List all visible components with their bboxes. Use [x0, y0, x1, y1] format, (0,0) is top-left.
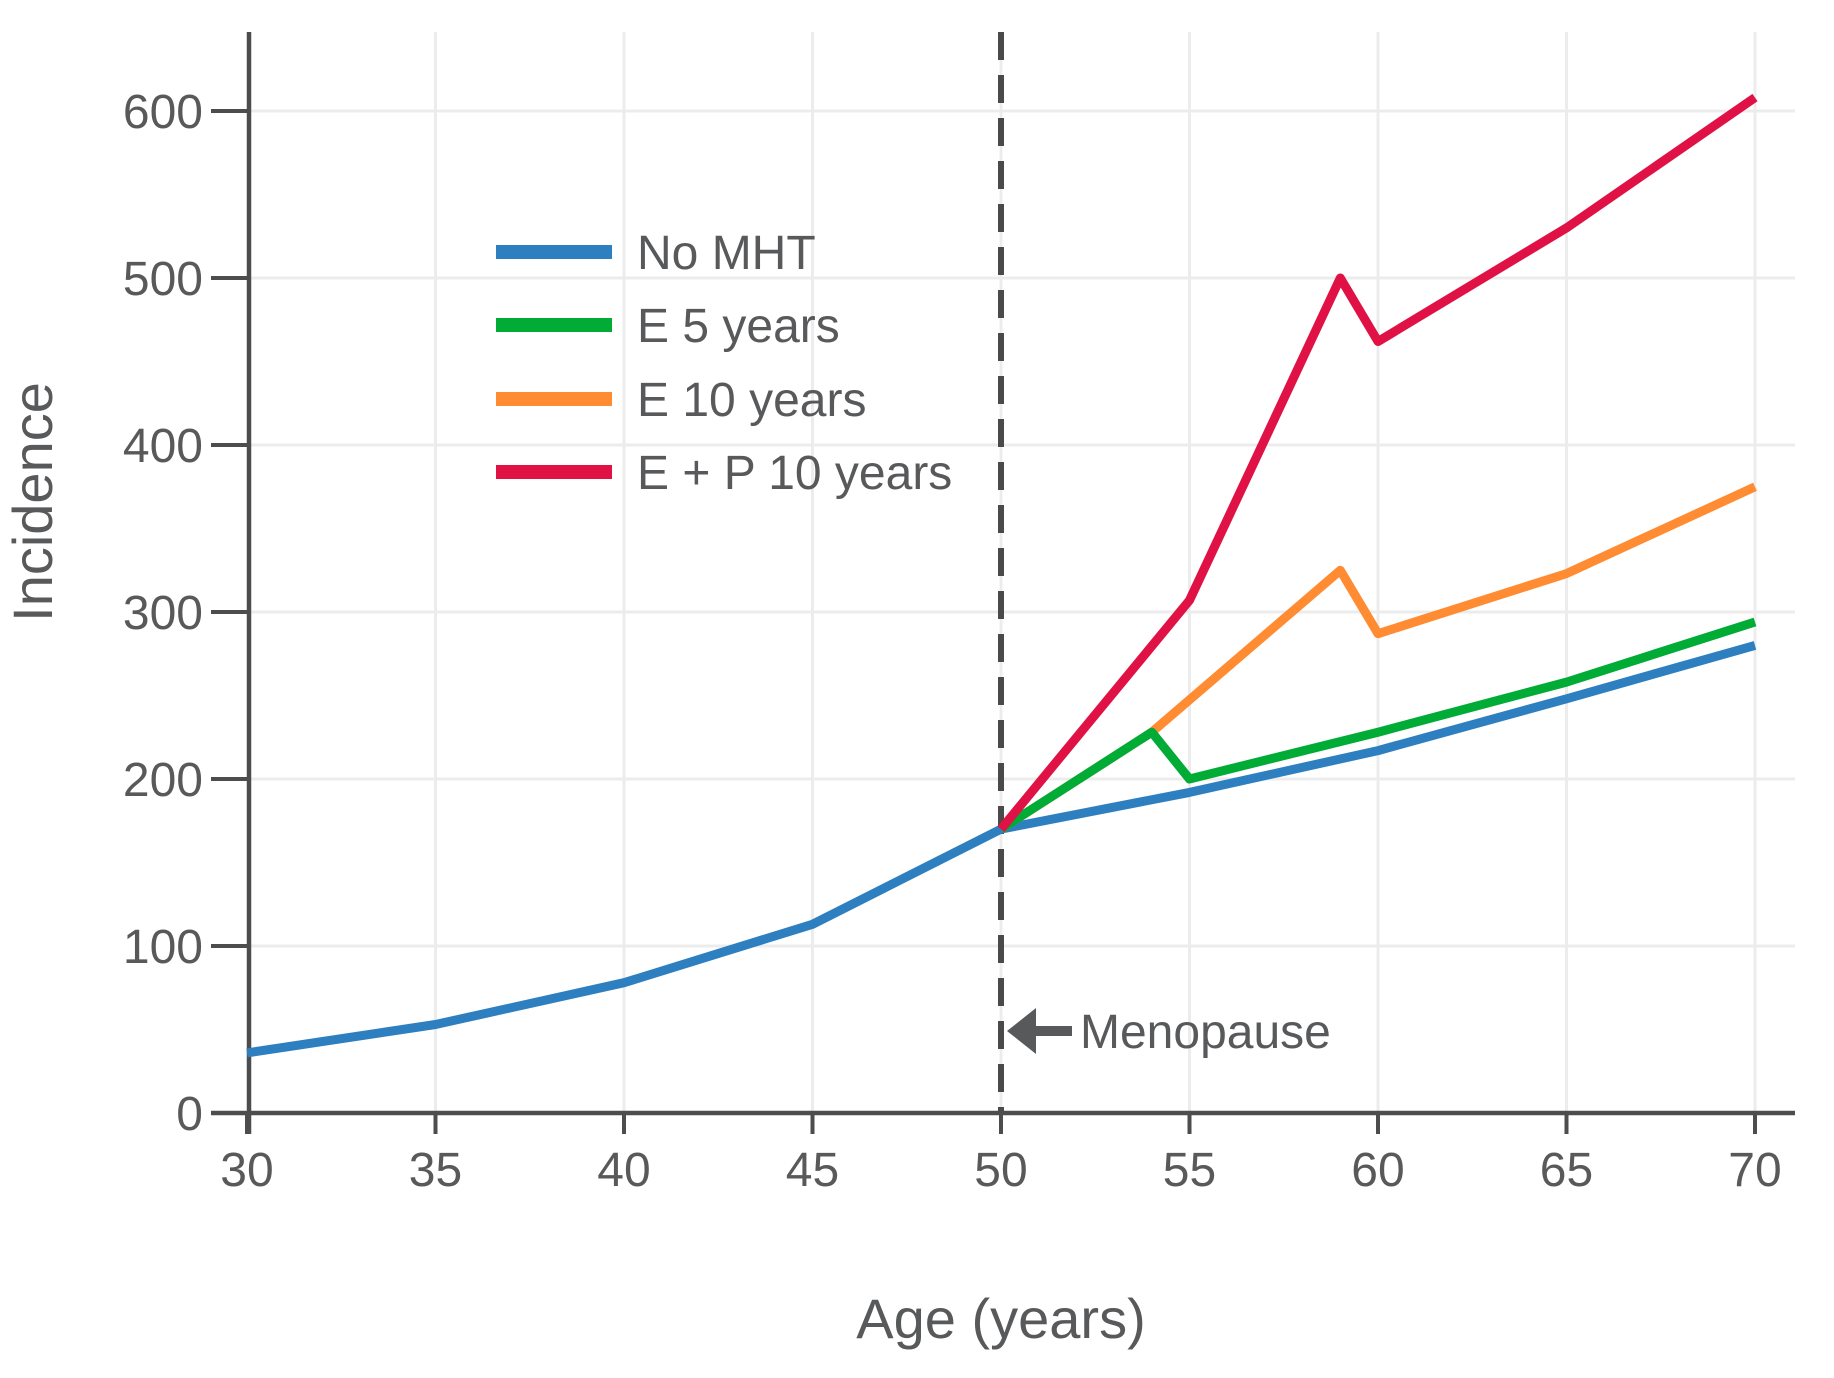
y-tick-label: 500	[123, 253, 203, 306]
series-line-e-p-10-years	[997, 93, 1758, 832]
x-tick-label: 50	[974, 1144, 1027, 1197]
x-tick-label: 70	[1728, 1144, 1781, 1197]
x-tick-label: 30	[220, 1144, 273, 1197]
menopause-label: Menopause	[1080, 1006, 1331, 1059]
y-tick-label: 300	[123, 587, 203, 640]
menopause-arrow-icon	[1007, 1008, 1036, 1054]
legend-label-e-5-years: E 5 years	[637, 300, 840, 353]
legend-swatch-e-10-years	[496, 392, 612, 406]
x-tick-label: 45	[786, 1144, 839, 1197]
legend-swatch-e-5-years	[496, 318, 612, 332]
legend-label-e-10-years: E 10 years	[637, 374, 866, 427]
y-tick-label: 100	[123, 921, 203, 974]
y-tick-label: 600	[123, 86, 203, 139]
y-axis-label: Incidence	[1, 382, 64, 622]
legend-label-e-p-10-years: E + P 10 years	[637, 447, 952, 500]
y-tick-label: 400	[123, 420, 203, 473]
y-tick-label: 200	[123, 754, 203, 807]
x-tick-label: 60	[1351, 1144, 1404, 1197]
x-tick-label: 55	[1163, 1144, 1216, 1197]
legend-swatch-no-mht	[496, 245, 612, 259]
legend-swatch-e-p-10-years	[496, 465, 612, 479]
x-tick-label: 65	[1540, 1144, 1593, 1197]
x-axis-label: Age (years)	[856, 1287, 1145, 1350]
x-tick-label: 35	[409, 1144, 462, 1197]
legend-label-no-mht: No MHT	[637, 227, 816, 280]
y-tick-label: 0	[176, 1088, 203, 1141]
series-line-e-5-years	[998, 617, 1757, 833]
x-tick-label: 40	[597, 1144, 650, 1197]
